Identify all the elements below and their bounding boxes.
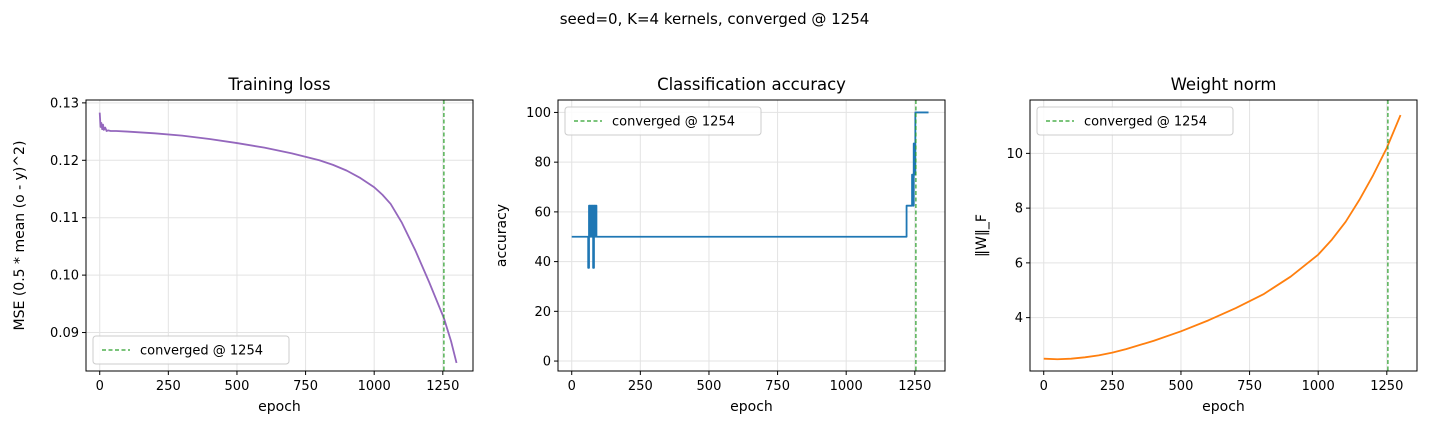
chart-2-ytick-label-1: 20	[534, 305, 551, 320]
chart-3-ytick-label-2: 8	[1015, 202, 1023, 217]
chart-3-xtick-label-4: 1000	[1302, 379, 1335, 394]
chart-1-legend-box	[92, 335, 290, 365]
figure-suptitle: seed=0, K=4 kernels, converged @ 1254	[560, 10, 870, 28]
chart-1-ytick-label-3: 0.12	[50, 154, 79, 169]
chart-3-xtick-label-2: 500	[1169, 379, 1194, 394]
chart-3-ytick-label-3: 10	[1006, 147, 1023, 162]
chart-2-ytick-label-4: 80	[534, 156, 551, 171]
chart-3-xtick-label-5: 1250	[1370, 379, 1403, 394]
chart-3-legend-box	[1036, 106, 1234, 136]
chart-1-xtick-label-3: 750	[293, 379, 318, 394]
chart-1-ytick-label-0: 0.09	[50, 326, 79, 341]
chart-1-ylabel: MSE (0.5 * mean (o - y)^2)	[12, 141, 28, 331]
chart-1-ytick-label-4: 0.13	[50, 96, 79, 111]
chart-2-xlabel: epoch	[730, 399, 773, 415]
chart-1-ytick-label-1: 0.10	[50, 269, 79, 284]
chart-2-series-line-1	[571, 111, 929, 269]
chart-1-panel: 0 250 500 750 1000 1250 0.09 0.10 0.11 0.12 0.13 Tr…	[12, 75, 474, 415]
chart-3-xtick-label-1: 250	[1100, 379, 1125, 394]
chart-2-ylabel: accuracy	[494, 204, 510, 267]
chart-1-legend: converged @ 1254	[92, 335, 290, 365]
chart-2-title: Classification accuracy	[657, 75, 846, 94]
chart-2-axes-frame	[557, 99, 946, 372]
chart-1-xtick-label-5: 1250	[426, 379, 459, 394]
chart-2-panel: 0 250 500 750 1000 1250 0 20 40 60 80 100 Classifica…	[494, 75, 946, 415]
chart-3-xtick-label-0: 0	[1040, 379, 1048, 394]
chart-1-xtick-label-0: 0	[96, 379, 104, 394]
chart-2-legend-box	[564, 106, 762, 136]
chart-2-legend-label: converged @ 1254	[612, 115, 735, 130]
chart-1-series-line-1	[98, 112, 458, 364]
chart-2-ytick-label-2: 40	[534, 255, 551, 270]
chart-2-xtick-label-0: 0	[568, 379, 576, 394]
chart-1-xtick-label-1: 250	[156, 379, 181, 394]
chart-3-xtick-label-3: 750	[1237, 379, 1262, 394]
chart-3-axes-frame	[1029, 99, 1418, 372]
chart-2-xtick-label-5: 1250	[898, 379, 931, 394]
chart-3-legend: converged @ 1254	[1036, 106, 1234, 136]
chart-1-title: Training loss	[227, 75, 330, 94]
chart-2-ytick-label-3: 60	[534, 205, 551, 220]
chart-2-ytick-label-0: 0	[543, 355, 551, 370]
chart-3-title: Weight norm	[1171, 75, 1277, 94]
chart-1-axes-frame	[85, 99, 474, 372]
chart-3-panel: 0 250 500 750 1000 1250 4 6 8 10 Weight norm epoch ‖…	[974, 75, 1418, 415]
chart-2-xtick-label-3: 750	[765, 379, 790, 394]
chart-3-ytick-label-1: 6	[1015, 256, 1023, 271]
chart-1-ytick-label-2: 0.11	[50, 211, 79, 226]
chart-1-legend-label: converged @ 1254	[140, 344, 263, 359]
chart-1-xlabel: epoch	[258, 399, 301, 415]
chart-2-xtick-label-1: 250	[628, 379, 653, 394]
chart-3-ylabel: ‖W‖_F	[974, 214, 990, 257]
chart-3-ytick-label-0: 4	[1015, 311, 1023, 326]
chart-2-ytick-label-5: 100	[526, 106, 551, 121]
chart-2-legend: converged @ 1254	[564, 106, 762, 136]
chart-2-xtick-label-2: 500	[697, 379, 722, 394]
chart-3-legend-label: converged @ 1254	[1084, 115, 1207, 130]
chart-1-xtick-label-2: 500	[225, 379, 250, 394]
chart-1-xtick-label-4: 1000	[358, 379, 391, 394]
chart-3-series-line-1	[1043, 114, 1402, 361]
chart-3-xlabel: epoch	[1202, 399, 1245, 415]
chart-2-xtick-label-4: 1000	[830, 379, 863, 394]
